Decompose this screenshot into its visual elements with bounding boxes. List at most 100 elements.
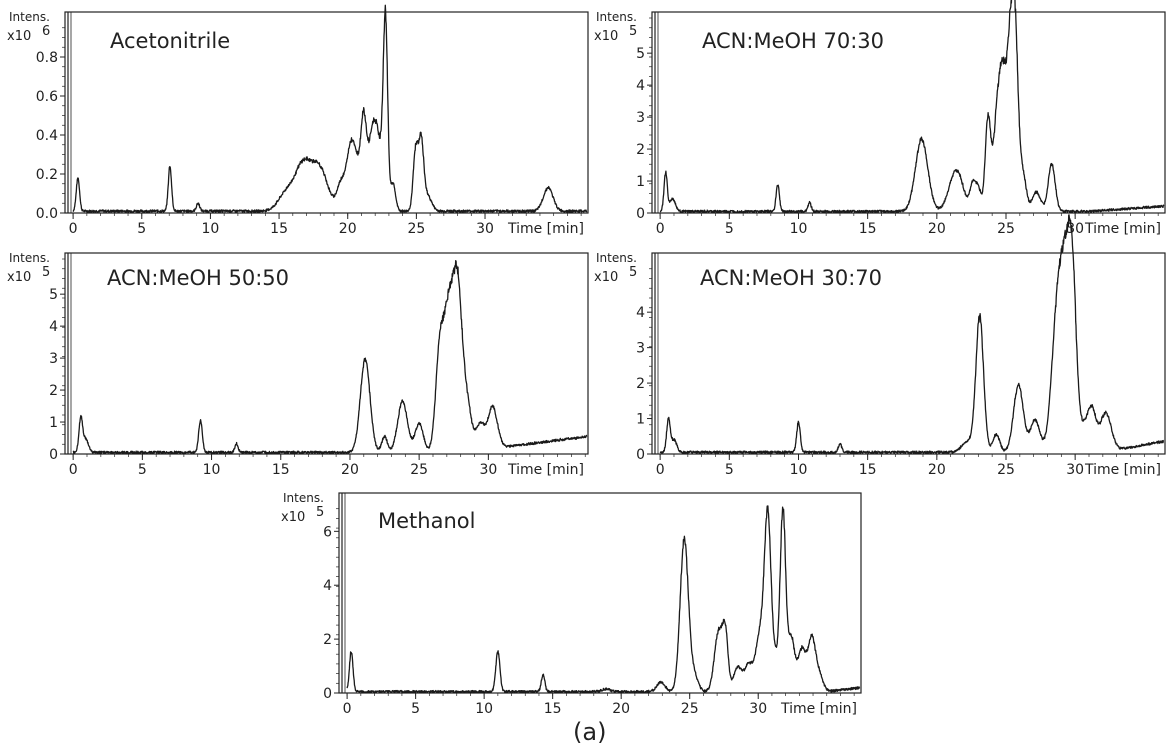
x-axis-label: Time [min]: [780, 701, 857, 717]
chromatogram-trace: [659, 214, 1165, 455]
x-tick-label: 5: [725, 221, 734, 237]
chromatogram-trace: [346, 505, 861, 694]
y-axis-label: Intens.: [9, 251, 50, 265]
x-tick-label: 20: [928, 221, 946, 237]
y-tick-label: 0.0: [36, 206, 58, 222]
x-tick-label: 30: [479, 462, 497, 478]
y-tick-label: 4: [49, 319, 58, 335]
y-tick-label: 6: [323, 524, 332, 540]
x-tick-label: 0: [343, 701, 352, 717]
y-scale-label: x10: [7, 29, 31, 44]
y-axis-label: Intens.: [9, 10, 50, 24]
y-tick-label: 3: [636, 341, 645, 357]
x-tick-label: 5: [725, 462, 734, 478]
x-axis-label: Time [min]: [507, 462, 584, 478]
plot-frame: [651, 252, 1166, 455]
y-scale-exponent: 6: [42, 24, 50, 39]
plot-frame: [64, 11, 589, 214]
x-tick-label: 15: [859, 462, 877, 478]
x-tick-label: 20: [612, 701, 630, 717]
chromatogram-panel-4: 0 1 2 3 4 0 5 10 15 20 25 30 Intens. x10 5 Time [min] AC…: [594, 214, 1166, 478]
figure-caption: (a): [573, 718, 607, 746]
y-tick-label: 0.4: [36, 128, 58, 144]
y-scale-label: x10: [594, 29, 618, 44]
y-scale-label: x10: [594, 270, 618, 285]
chromatogram-panel-5: 0 2 4 6 0 5 10 15 20 25 30 Intens. x10 5 Time [min] Met…: [281, 491, 862, 717]
y-tick-label: 2: [49, 383, 58, 399]
chromatogram-trace: [659, 0, 1165, 214]
x-tick-label: 0: [656, 462, 665, 478]
y-tick-label: 1: [49, 415, 58, 431]
x-axis-label: Time [min]: [1084, 221, 1161, 237]
y-tick-label: 0: [323, 686, 332, 702]
y-tick-label: 1: [636, 412, 645, 428]
y-scale-exponent: 5: [316, 505, 324, 520]
x-tick-label: 10: [790, 221, 808, 237]
chromatogram-trace: [72, 259, 588, 455]
x-tick-label: 20: [341, 462, 359, 478]
x-tick-label: 25: [997, 462, 1015, 478]
y-scale-label: x10: [281, 510, 305, 525]
y-tick-label: 4: [636, 305, 645, 321]
y-axis-label: Intens.: [283, 491, 324, 505]
chromatogram-panel-1: 0.0 0.2 0.4 0.6 0.8 0 5 10 15 20 25 30 Intens. x10 6 Ti…: [7, 4, 589, 237]
x-tick-label: 10: [202, 221, 220, 237]
x-tick-label: 20: [928, 462, 946, 478]
x-tick-label: 10: [203, 462, 221, 478]
x-tick-label: 30: [476, 221, 494, 237]
y-scale-exponent: 5: [629, 24, 637, 39]
y-tick-label: 2: [636, 142, 645, 158]
plot-frame: [651, 11, 1166, 214]
y-tick-label: 0.6: [36, 89, 58, 105]
panel-title: ACN:MeOH 30:70: [700, 266, 882, 290]
x-tick-label: 5: [138, 462, 147, 478]
chromatogram-panel-3: 0 1 2 3 4 5 0 5 10 15 20 25 30 Intens. x10 5 Time [min] A…: [7, 251, 589, 478]
y-tick-label: 0: [636, 206, 645, 222]
y-axis-label: Intens.: [596, 10, 637, 24]
panel-title: ACN:MeOH 50:50: [107, 266, 289, 290]
x-tick-label: 10: [790, 462, 808, 478]
y-tick-label: 0: [49, 447, 58, 463]
y-tick-label: 4: [323, 578, 332, 594]
x-tick-label: 0: [69, 221, 78, 237]
chromatogram-trace: [72, 4, 588, 213]
panel-title: ACN:MeOH 70:30: [702, 29, 884, 53]
y-tick-label: 4: [636, 78, 645, 94]
x-tick-label: 15: [272, 462, 290, 478]
x-tick-label: 30: [749, 701, 767, 717]
x-tick-label: 15: [859, 221, 877, 237]
y-tick-label: 0: [636, 447, 645, 463]
y-tick-label: 5: [49, 287, 58, 303]
panel-title: Methanol: [378, 509, 475, 533]
y-tick-label: 0.2: [36, 167, 58, 183]
x-tick-label: 25: [997, 221, 1015, 237]
x-tick-label: 5: [137, 221, 146, 237]
x-tick-label: 25: [410, 462, 428, 478]
y-tick-label: 3: [636, 110, 645, 126]
y-scale-exponent: 5: [629, 265, 637, 280]
y-scale-label: x10: [7, 270, 31, 285]
panel-title: Acetonitrile: [110, 29, 230, 53]
x-tick-label: 5: [411, 701, 420, 717]
x-tick-label: 0: [69, 462, 78, 478]
y-scale-exponent: 5: [42, 265, 50, 280]
x-axis-label: Time [min]: [1084, 462, 1161, 478]
y-tick-label: 3: [49, 351, 58, 367]
x-tick-label: 15: [544, 701, 562, 717]
x-tick-label: 15: [270, 221, 288, 237]
x-axis-label: Time [min]: [507, 221, 584, 237]
plot-frame: [338, 492, 862, 694]
y-tick-label: 2: [636, 376, 645, 392]
y-tick-label: 5: [636, 46, 645, 62]
x-tick-label: 20: [339, 221, 357, 237]
x-tick-label: 0: [656, 221, 665, 237]
x-tick-label: 10: [475, 701, 493, 717]
y-tick-label: 0.8: [36, 50, 58, 66]
x-tick-label: 25: [681, 701, 699, 717]
x-tick-label: 25: [407, 221, 425, 237]
plot-frame: [64, 252, 589, 455]
y-axis-label: Intens.: [596, 251, 637, 265]
y-tick-label: 1: [636, 174, 645, 190]
